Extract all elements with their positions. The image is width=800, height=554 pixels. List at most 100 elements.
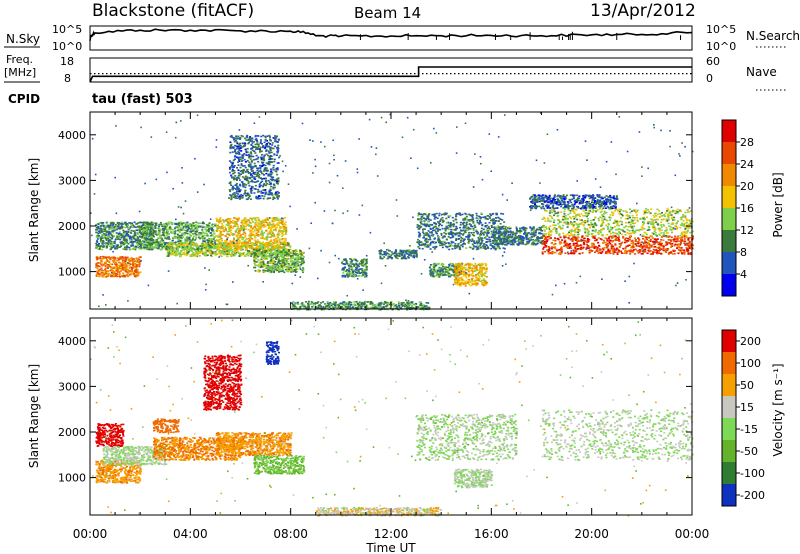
radar-echo-cell bbox=[256, 222, 259, 224]
radar-echo-cell bbox=[136, 231, 139, 234]
radar-echo-cell bbox=[207, 238, 210, 240]
radar-echo-cell bbox=[129, 260, 132, 262]
radar-echo-cell bbox=[118, 231, 121, 233]
radar-echo-cell bbox=[112, 260, 115, 262]
radar-echo-cell bbox=[474, 245, 477, 248]
radar-echo-cell bbox=[137, 264, 140, 266]
radar-echo-cell bbox=[133, 237, 136, 240]
radar-echo-cell bbox=[135, 257, 138, 259]
radar-echo-cell bbox=[205, 230, 208, 232]
radar-echo-cell bbox=[353, 301, 356, 303]
radar-echo-cell bbox=[111, 230, 114, 232]
radar-echo-cell bbox=[192, 236, 195, 239]
radar-echo-cell bbox=[290, 255, 292, 257]
radar-echo-cell bbox=[348, 265, 350, 267]
radar-echo-cell bbox=[200, 236, 203, 239]
radar-echo-cell bbox=[291, 251, 294, 253]
radar-echo-cell bbox=[406, 303, 409, 305]
radar-echo-cell bbox=[420, 216, 423, 218]
radar-echo-cell bbox=[459, 224, 462, 226]
radar-echo-cell bbox=[462, 227, 465, 229]
radar-echo-cell bbox=[250, 255, 253, 257]
radar-echo-cell bbox=[488, 240, 491, 243]
radar-echo-cell bbox=[135, 272, 138, 274]
radar-echo-cell bbox=[230, 254, 233, 257]
radar-echo-cell bbox=[159, 241, 162, 243]
radar-echo-cell bbox=[109, 223, 112, 225]
radar-echo-cell bbox=[134, 268, 137, 271]
radar-echo-cell bbox=[125, 271, 128, 273]
radar-echo-cell bbox=[306, 307, 309, 309]
radar-echo-cell bbox=[468, 213, 471, 216]
radar-echo-cell bbox=[244, 222, 247, 225]
radar-echo-cell bbox=[237, 230, 240, 232]
radar-echo-cell bbox=[398, 306, 401, 309]
radar-echo-cell bbox=[184, 241, 187, 243]
radar-echo-cell bbox=[131, 272, 134, 274]
radar-echo-cell bbox=[455, 246, 458, 249]
radar-echo-cell bbox=[296, 259, 299, 262]
radar-echo-cell bbox=[472, 245, 475, 247]
radar-echo-cell bbox=[222, 252, 225, 255]
radar-echo-cell bbox=[276, 226, 279, 229]
radar-echo-cell bbox=[102, 234, 105, 236]
radar-echo-cell bbox=[95, 246, 98, 248]
radar-echo-cell bbox=[114, 261, 117, 263]
radar-echo-cell bbox=[115, 265, 118, 268]
radar-echo-cell bbox=[125, 263, 128, 265]
radar-echo-cell bbox=[478, 215, 481, 218]
radar-echo-cell bbox=[114, 224, 117, 226]
radar-echo-cell bbox=[322, 301, 325, 303]
radar-echo-cell bbox=[294, 257, 297, 259]
radar-echo-cell bbox=[108, 266, 111, 268]
radar-echo-cell bbox=[229, 241, 232, 243]
radar-echo-cell bbox=[279, 219, 282, 222]
radar-echo-cell bbox=[484, 222, 487, 224]
radar-echo-cell bbox=[185, 223, 188, 226]
radar-echo-cell bbox=[174, 253, 177, 255]
radar-echo-cell bbox=[257, 218, 260, 221]
radar-echo-cell bbox=[228, 247, 231, 250]
radar-echo-cell bbox=[420, 222, 423, 225]
radar-echo-cell bbox=[228, 218, 231, 221]
radar-echo-cell bbox=[490, 230, 493, 233]
radar-echo-cell bbox=[220, 255, 223, 258]
radar-echo-cell bbox=[423, 228, 426, 230]
radar-echo-cell bbox=[253, 266, 256, 269]
radar-echo-cell bbox=[136, 237, 139, 240]
radar-echo-cell bbox=[210, 229, 213, 232]
radar-echo-cell bbox=[206, 246, 209, 248]
radar-echo-cell bbox=[353, 265, 356, 267]
radar-echo-cell bbox=[131, 244, 134, 246]
radar-echo-cell bbox=[273, 229, 275, 231]
radar-echo-cell bbox=[186, 235, 189, 238]
radar-echo-cell bbox=[235, 251, 238, 254]
radar-echo-cell bbox=[120, 269, 123, 271]
radar-echo-cell bbox=[145, 221, 148, 224]
radar-echo-cell bbox=[293, 265, 296, 268]
radar-echo-cell bbox=[199, 225, 202, 228]
radar-echo-cell bbox=[170, 244, 173, 246]
radar-echo-cell bbox=[220, 243, 223, 246]
radar-echo-cell bbox=[134, 248, 137, 251]
radar-echo-cell bbox=[260, 230, 263, 232]
radar-echo-cell bbox=[111, 225, 114, 227]
radar-echo-cell bbox=[140, 247, 143, 249]
radar-echo-cell bbox=[480, 243, 483, 245]
radar-echo-cell bbox=[476, 221, 479, 224]
radar-echo-cell bbox=[120, 227, 123, 229]
radar-echo-cell bbox=[246, 252, 249, 255]
radar-echo-cell bbox=[246, 224, 248, 226]
radar-echo-cell bbox=[180, 239, 183, 242]
radar-echo-cell bbox=[102, 224, 105, 227]
radar-echo-cell bbox=[113, 235, 116, 237]
radar-echo-cell bbox=[243, 240, 246, 242]
radar-echo-cell bbox=[359, 306, 362, 308]
radar-echo-cell bbox=[113, 248, 116, 250]
radar-echo-cell bbox=[276, 247, 278, 250]
radar-echo-cell bbox=[192, 242, 194, 245]
radar-echo-cell bbox=[135, 245, 137, 248]
radar-echo-cell bbox=[498, 220, 500, 222]
radar-echo-cell bbox=[251, 238, 254, 240]
radar-echo-cell bbox=[98, 222, 101, 225]
